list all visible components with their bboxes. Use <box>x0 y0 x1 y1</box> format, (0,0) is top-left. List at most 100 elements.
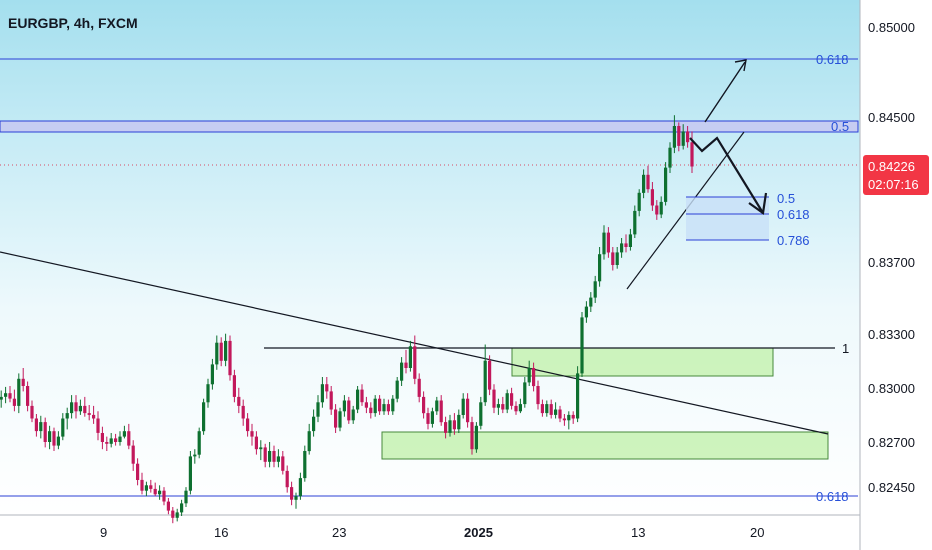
candle-body <box>408 346 412 368</box>
candle-body <box>549 404 553 415</box>
candle-body <box>364 402 368 408</box>
pullback-05-label: 0.5 <box>777 191 795 206</box>
candle-body <box>61 418 65 437</box>
candle-body <box>96 418 100 433</box>
candle-body <box>171 510 175 518</box>
candle-body <box>426 413 430 424</box>
candle-body <box>646 174 650 190</box>
candle-body <box>250 431 254 437</box>
candle-body <box>202 402 206 432</box>
candle-body <box>659 201 663 215</box>
candle-body <box>52 431 56 446</box>
price-tick: 0.83000 <box>868 381 915 396</box>
candle-body <box>30 405 34 419</box>
pullback-fib-box <box>686 197 769 240</box>
current-price-badge: 0.84226 02:07:16 <box>863 155 929 195</box>
fib-upper-05-label: 0.5 <box>831 119 849 134</box>
price-tick: 0.84500 <box>868 110 915 125</box>
candle-body <box>56 436 60 446</box>
candle-body <box>686 131 690 143</box>
candle-body <box>276 456 280 462</box>
candle-body <box>452 420 456 430</box>
candle-body <box>290 487 294 500</box>
candle-body <box>439 400 443 423</box>
candle-body <box>655 205 659 215</box>
candle-body <box>470 422 474 450</box>
time-tick: 13 <box>631 525 645 540</box>
time-tick-year: 2025 <box>464 525 493 540</box>
candle-body <box>386 404 390 412</box>
candle-body <box>576 373 580 419</box>
candle-body <box>435 400 439 412</box>
candle-body <box>514 405 518 412</box>
candle-body <box>180 503 184 513</box>
candle-body <box>100 433 104 442</box>
price-axis[interactable]: 0.85000 0.84500 0.83700 0.83300 0.83000 … <box>868 20 915 495</box>
candle-body <box>294 496 298 500</box>
candle-body <box>338 411 342 428</box>
candle-body <box>17 378 21 406</box>
candle-body <box>285 470 289 488</box>
candle-body <box>430 411 434 424</box>
bearish-arrow-head <box>748 192 768 215</box>
candle-body <box>175 512 179 518</box>
candle-body <box>43 422 47 442</box>
candle-body <box>373 398 377 414</box>
demand-zone-upper <box>511 347 774 377</box>
candle-body <box>224 340 228 361</box>
candle-body <box>166 501 170 511</box>
candle-body <box>677 126 681 146</box>
candle-body <box>479 402 483 426</box>
candle-body <box>0 396 3 400</box>
candle-body <box>219 342 223 361</box>
candle-body <box>241 405 245 419</box>
candle-body <box>448 420 452 433</box>
bullish-projection-arrow <box>704 61 746 123</box>
candle-body <box>232 375 236 397</box>
time-axis[interactable]: 9 16 23 2025 13 20 <box>100 525 764 540</box>
candle-body <box>342 400 346 412</box>
candle-body <box>461 398 465 415</box>
price-tick: 0.82700 <box>868 435 915 450</box>
candle-body <box>382 404 386 412</box>
candle-body <box>39 422 43 432</box>
candle-body <box>611 252 615 265</box>
candle-body <box>492 389 496 408</box>
candle-body <box>602 232 606 255</box>
candle-body <box>580 317 584 374</box>
candle-body <box>21 378 25 386</box>
candle-body <box>65 413 69 419</box>
candle-body <box>400 362 404 381</box>
candle-body <box>351 409 355 421</box>
candle-body <box>668 147 672 168</box>
candle-body <box>334 409 338 428</box>
candle-body <box>496 404 500 408</box>
candle-body <box>188 456 192 491</box>
candle-body <box>391 398 395 412</box>
candle-body <box>237 396 241 406</box>
candle-body <box>109 438 113 444</box>
candle-body <box>83 405 87 414</box>
candle-body <box>215 342 219 365</box>
candle-body <box>4 393 8 397</box>
candle-body <box>637 192 641 211</box>
candle-body <box>395 380 399 399</box>
candle-body <box>246 418 250 432</box>
candle-body <box>422 396 426 414</box>
candle-body <box>540 404 544 414</box>
candle-body <box>360 389 364 403</box>
candle-body <box>474 425 478 450</box>
time-tick: 9 <box>100 525 107 540</box>
candle-body <box>628 234 632 247</box>
candle-body <box>527 368 531 383</box>
candle-body <box>87 413 91 415</box>
candle-body <box>298 478 302 497</box>
candle-body <box>532 368 536 387</box>
price-scale-background <box>860 0 932 550</box>
candle-body <box>122 431 126 437</box>
candle-body <box>664 167 668 202</box>
candle-body <box>158 490 162 495</box>
candle-body <box>593 281 597 298</box>
candle-body <box>624 243 628 247</box>
